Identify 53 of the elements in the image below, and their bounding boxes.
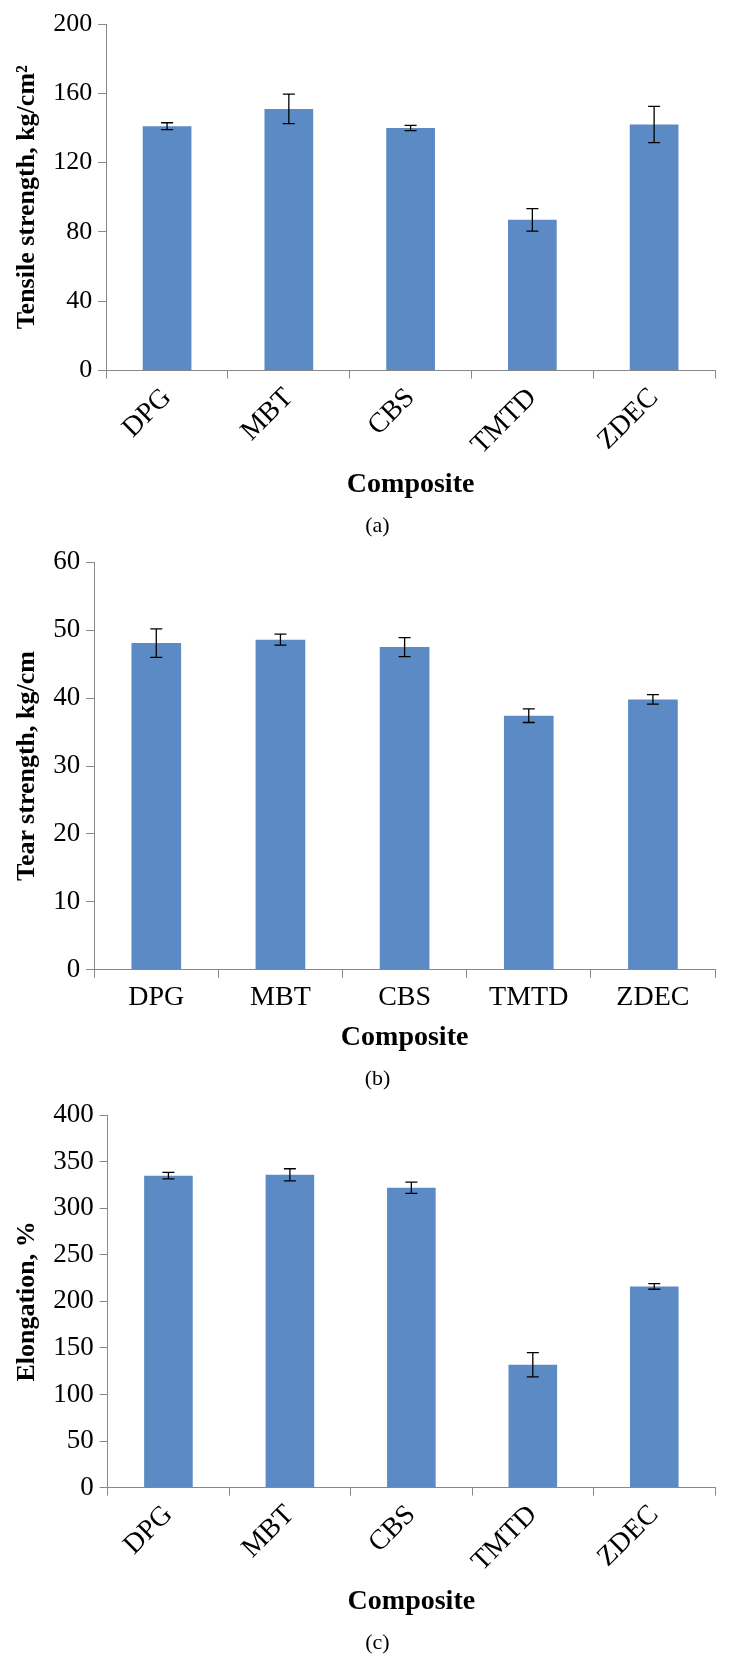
bar (142, 126, 192, 371)
y-tick-label: 120 (53, 146, 93, 176)
y-tick-label: 0 (80, 1470, 94, 1501)
x-tick-label: MBT (250, 979, 311, 1011)
bar (629, 124, 679, 371)
bar (265, 1174, 315, 1488)
text: (c) (364, 1628, 391, 1656)
x-tick-label: CBS (378, 979, 432, 1011)
y-tick-label: 250 (53, 1237, 94, 1268)
bar (503, 715, 554, 970)
y-tick-label: 40 (53, 681, 81, 712)
y-tick-label: 80 (66, 215, 93, 245)
y-tick-label: 300 (53, 1191, 94, 1222)
bar (387, 1187, 436, 1488)
x-tick-label: TMTD (489, 979, 569, 1011)
y-tick-label: 350 (53, 1144, 94, 1175)
y-tick-label: 200 (53, 1284, 94, 1315)
y-axis-title: Tensile strength, kg/cm² (11, 64, 41, 330)
x-axis-title: Composite (347, 1584, 476, 1616)
y-tick-label: 40 (66, 285, 93, 315)
bar (386, 127, 435, 371)
bar (508, 1364, 558, 1488)
x-axis-title: Composite (346, 467, 475, 499)
bar (508, 219, 557, 371)
y-axis-title: Elongation, % (11, 1221, 41, 1382)
y-tick-label: 200 (53, 7, 93, 37)
text: (a) (364, 511, 391, 539)
y-axis-title: Tear strength, kg/cm (11, 650, 41, 881)
y-tick-label: 0 (66, 952, 81, 983)
y-tick-label: 150 (53, 1331, 94, 1362)
y-tick-label: 10 (53, 884, 81, 915)
bar (379, 647, 430, 970)
x-tick-label: CBS (361, 1497, 421, 1558)
bar (144, 1175, 193, 1488)
y-tick-label: 160 (53, 77, 93, 107)
y-tick-label: 20 (53, 817, 81, 848)
x-tick-label: DPG (128, 979, 185, 1011)
bar (255, 639, 306, 970)
y-tick-label: 50 (66, 1424, 94, 1455)
y-tick-label: 60 (53, 545, 81, 576)
x-tick-label: ZDEC (616, 979, 690, 1011)
x-tick-label: CBS (360, 380, 421, 441)
text: (b) (363, 1064, 392, 1092)
x-axis-title: Composite (340, 1020, 469, 1052)
bar (264, 108, 314, 371)
y-tick-label: 0 (79, 354, 93, 384)
bar (629, 1286, 679, 1488)
y-tick-label: 50 (53, 613, 81, 644)
bar (628, 699, 678, 970)
y-tick-label: 30 (53, 749, 81, 780)
y-tick-label: 100 (53, 1377, 94, 1408)
bar (131, 643, 182, 970)
y-tick-label: 400 (53, 1098, 94, 1129)
